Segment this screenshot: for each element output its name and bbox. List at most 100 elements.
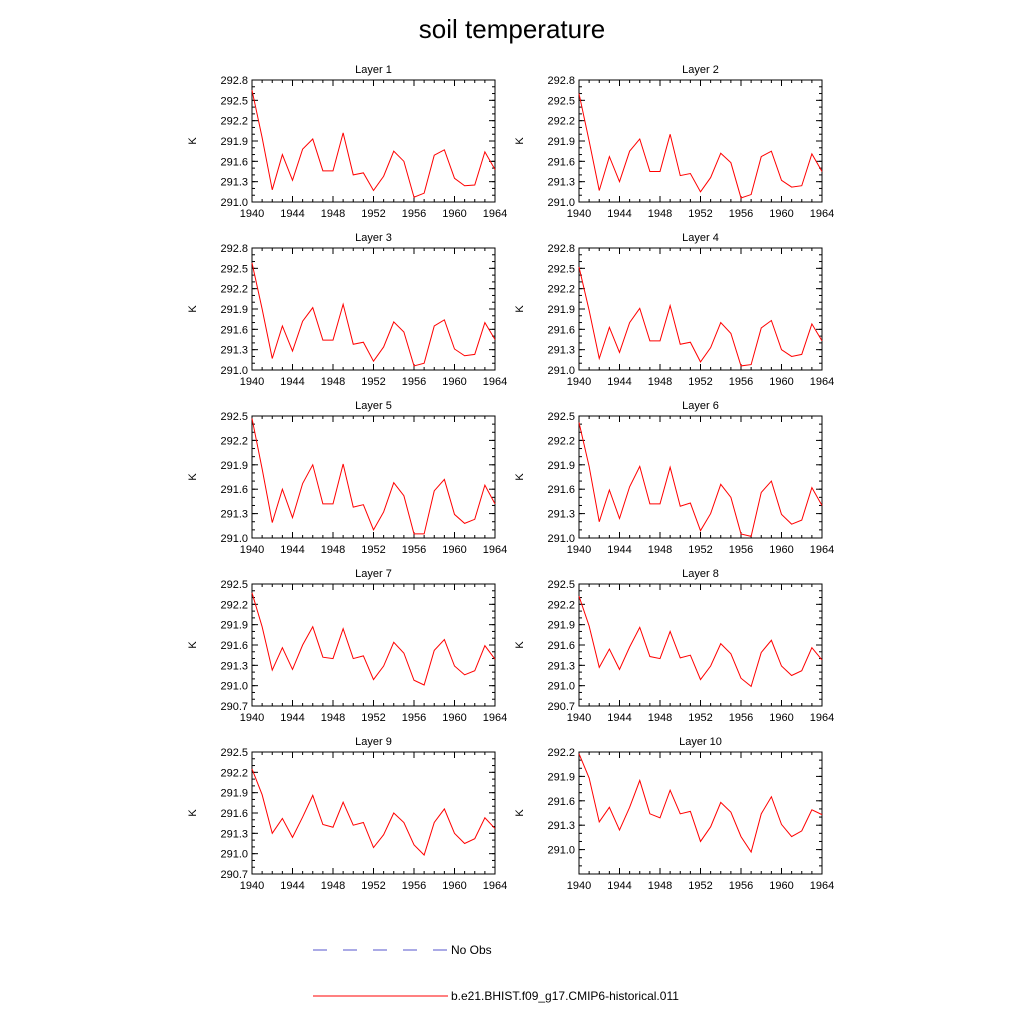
y-tick-label: 292.5 [220, 579, 248, 591]
x-tick-label: 1956 [729, 544, 753, 556]
x-tick-label: 1944 [607, 208, 631, 220]
y-axis-label: K [514, 137, 526, 145]
y-axis-label: K [187, 305, 199, 313]
y-tick-label: 291.6 [547, 324, 575, 336]
y-tick-label: 291.0 [220, 197, 248, 209]
x-tick-label: 1960 [769, 880, 793, 892]
plot-frame [578, 247, 823, 371]
x-tick-label: 1952 [688, 880, 712, 892]
y-tick-label: 292.2 [220, 435, 248, 447]
x-tick-label: 1956 [402, 712, 426, 724]
x-tick-label: 1940 [240, 376, 264, 388]
y-tick-label: 291.6 [547, 640, 575, 652]
y-tick-label: 292.2 [220, 599, 248, 611]
series-line [578, 422, 823, 537]
y-tick-label: 290.7 [220, 701, 248, 713]
x-tick-label: 1964 [810, 712, 834, 724]
x-tick-label: 1948 [648, 208, 672, 220]
y-tick-label: 291.6 [220, 808, 248, 820]
x-tick-label: 1960 [442, 880, 466, 892]
x-tick-label: 1960 [769, 208, 793, 220]
series-line [578, 93, 823, 199]
y-axis-label: K [187, 137, 199, 145]
y-tick-label: 291.3 [547, 660, 575, 672]
y-tick-label: 291.3 [220, 509, 248, 521]
x-tick-label: 1948 [648, 376, 672, 388]
y-tick-label: 291.6 [220, 640, 248, 652]
x-tick-label: 1944 [280, 376, 304, 388]
y-tick-label: 291.0 [547, 365, 575, 377]
x-tick-label: 1948 [321, 712, 345, 724]
y-tick-label: 292.2 [220, 284, 248, 296]
x-tick-label: 1948 [321, 544, 345, 556]
y-tick-label: 291.3 [547, 820, 575, 832]
y-tick-label: 291.3 [547, 345, 575, 357]
y-tick-label: 291.0 [547, 845, 575, 857]
y-tick-label: 292.2 [547, 747, 575, 759]
series-line [251, 90, 496, 198]
y-tick-label: 291.9 [547, 304, 575, 316]
y-tick-label: 292.8 [547, 75, 575, 87]
x-tick-label: 1948 [321, 880, 345, 892]
x-tick-label: 1956 [402, 880, 426, 892]
y-tick-label: 291.9 [220, 304, 248, 316]
x-tick-label: 1944 [607, 376, 631, 388]
y-axis-label: K [514, 641, 526, 649]
y-tick-label: 291.9 [220, 136, 248, 148]
x-tick-label: 1944 [607, 712, 631, 724]
y-tick-label: 291.0 [220, 533, 248, 545]
x-tick-label: 1960 [442, 544, 466, 556]
x-tick-label: 1964 [483, 208, 507, 220]
y-tick-label: 291.9 [547, 620, 575, 632]
panel-title: Layer 3 [355, 232, 392, 244]
x-tick-label: 1952 [361, 376, 385, 388]
y-axis-label: K [514, 473, 526, 481]
y-tick-label: 292.5 [220, 263, 248, 275]
x-tick-label: 1948 [321, 376, 345, 388]
panel-title: Layer 1 [355, 64, 392, 76]
x-tick-label: 1956 [729, 712, 753, 724]
series-line [578, 266, 823, 367]
x-tick-label: 1944 [280, 712, 304, 724]
y-tick-label: 292.5 [220, 95, 248, 107]
x-tick-label: 1956 [729, 208, 753, 220]
series-line [578, 596, 823, 688]
x-tick-label: 1940 [567, 712, 591, 724]
plot-frame [251, 583, 496, 707]
y-tick-label: 292.5 [547, 579, 575, 591]
y-axis-label: K [514, 809, 526, 817]
x-tick-label: 1940 [567, 208, 591, 220]
plot-frame [578, 79, 823, 203]
x-tick-label: 1940 [567, 544, 591, 556]
x-tick-label: 1940 [567, 880, 591, 892]
series-line [251, 418, 496, 535]
x-tick-label: 1964 [810, 880, 834, 892]
x-tick-label: 1952 [688, 208, 712, 220]
x-tick-label: 1964 [810, 208, 834, 220]
y-tick-label: 292.2 [547, 435, 575, 447]
legend-label-model: b.e21.BHIST.f09_g17.CMIP6-historical.011 [451, 989, 679, 1003]
panel-title: Layer 2 [682, 64, 719, 76]
y-tick-label: 291.9 [220, 460, 248, 472]
y-tick-label: 292.8 [220, 243, 248, 255]
y-tick-label: 291.6 [220, 156, 248, 168]
legend-label-no-obs: No Obs [451, 943, 492, 957]
x-tick-label: 1964 [810, 544, 834, 556]
y-tick-label: 291.3 [220, 828, 248, 840]
plot-frame [251, 79, 496, 203]
x-tick-label: 1944 [280, 544, 304, 556]
x-tick-label: 1948 [648, 880, 672, 892]
x-tick-label: 1956 [402, 544, 426, 556]
x-tick-label: 1960 [769, 544, 793, 556]
y-tick-label: 292.5 [220, 747, 248, 759]
x-tick-label: 1944 [607, 544, 631, 556]
x-tick-label: 1944 [280, 208, 304, 220]
y-tick-label: 291.3 [220, 345, 248, 357]
y-axis-label: K [187, 473, 199, 481]
y-tick-label: 292.2 [220, 116, 248, 128]
y-tick-label: 291.0 [220, 849, 248, 861]
x-tick-label: 1964 [483, 376, 507, 388]
x-tick-label: 1960 [442, 376, 466, 388]
series-line [578, 753, 823, 854]
